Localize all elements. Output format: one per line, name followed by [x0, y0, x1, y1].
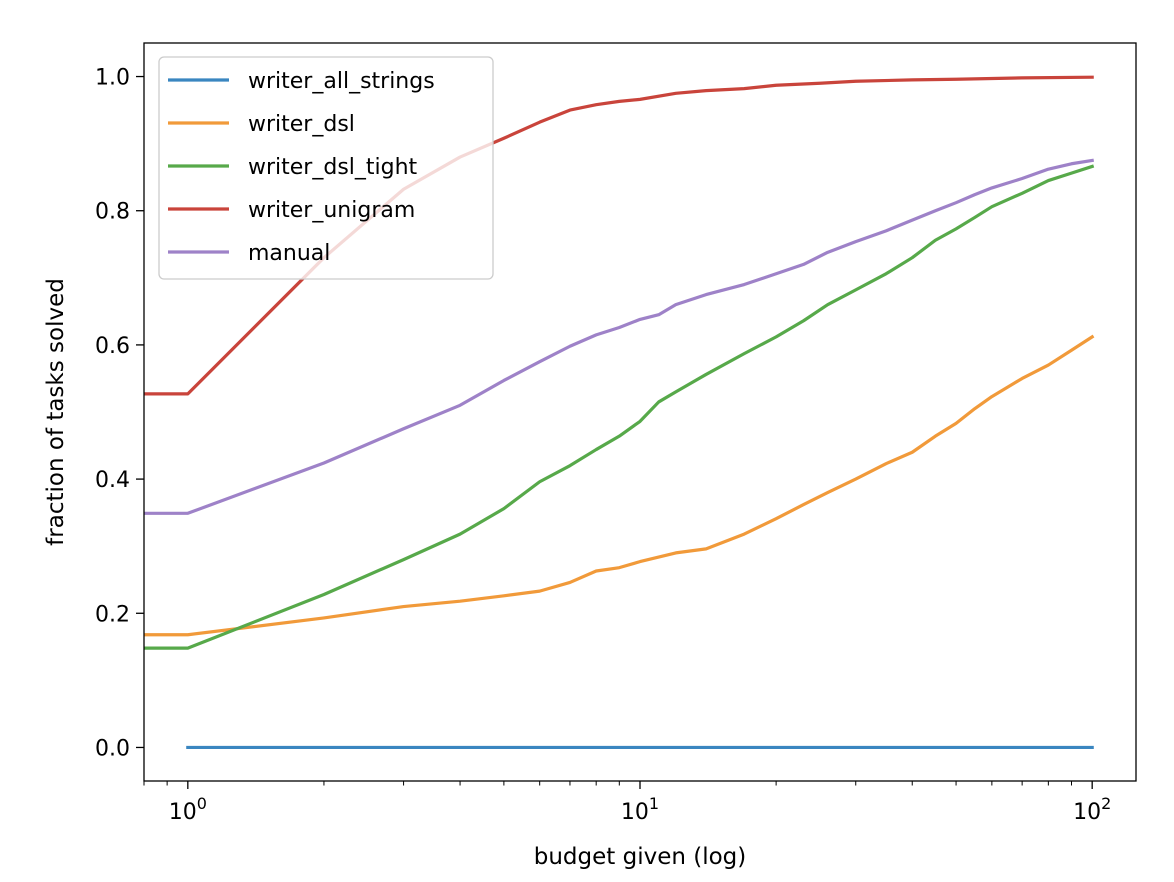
x-tick-label-base: 10 — [621, 800, 649, 825]
y-tick-label: 0.4 — [95, 468, 130, 493]
legend-label: writer_unigram — [248, 198, 415, 223]
legend-label: manual — [248, 241, 330, 266]
y-tick-label: 0.2 — [95, 602, 130, 627]
legend-label: writer_dsl_tight — [248, 155, 418, 180]
x-tick-label: 100 — [169, 794, 207, 825]
y-tick-label: 0.6 — [95, 334, 130, 359]
x-tick-label-exponent: 2 — [1101, 794, 1111, 813]
x-tick-label-base: 10 — [169, 800, 197, 825]
x-tick-label-exponent: 1 — [649, 794, 659, 813]
y-tick-label: 0.0 — [95, 736, 130, 761]
series-line-writer-dsl-tight — [144, 164, 1095, 650]
plot-frame — [143, 42, 1137, 782]
y-tick-label: 0.8 — [95, 200, 130, 225]
x-tick-label-base: 10 — [1073, 800, 1101, 825]
x-tick-label: 101 — [621, 794, 659, 825]
legend: writer_all_strings writer_dsl writer_dsl_t… — [158, 56, 494, 280]
x-axis-label: budget given (log) — [534, 844, 747, 870]
x-axis: 100 101 102 — [143, 781, 1111, 825]
y-tick-label: 1.0 — [95, 66, 130, 91]
legend-label: writer_all_strings — [248, 69, 435, 94]
legend-box — [158, 56, 494, 280]
series-line-writer-dsl — [144, 334, 1095, 637]
y-axis: 0.0 0.2 0.4 0.6 0.8 1.0 — [95, 66, 144, 761]
x-tick-label: 102 — [1073, 794, 1111, 825]
legend-label: writer_dsl — [248, 112, 355, 137]
x-tick-label-exponent: 0 — [197, 794, 207, 813]
y-axis-label: fraction of tasks solved — [43, 278, 69, 546]
series-line-manual — [144, 158, 1095, 515]
